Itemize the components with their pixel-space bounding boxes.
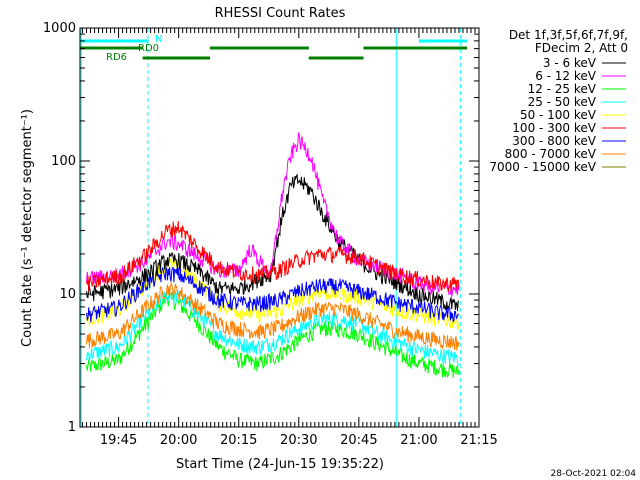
x-tick-label-2000: 20:00 — [160, 433, 197, 448]
footer-date: 28-Oct-2021 02:04 — [551, 469, 637, 479]
y-tick-label-10: 10 — [59, 287, 76, 302]
x-tick-label-2030: 20:30 — [280, 433, 317, 448]
vertical-lines — [80, 28, 461, 427]
y-tick-label-100: 100 — [51, 154, 76, 169]
x-axis: 19:45 20:00 20:15 20:30 20:45 21:00 21:15 — [82, 28, 498, 448]
state-bar-label-3: RD6 — [106, 52, 127, 63]
series-line-0 — [86, 173, 460, 312]
legend-label-1: 6 - 12 keV — [535, 69, 597, 83]
x-axis-label: Start Time (24-Jun-15 19:35:22) — [176, 457, 384, 472]
legend-label-4: 50 - 100 keV — [520, 108, 597, 122]
legend: Det 1f,3f,5f,6f,7f,9f,FDecim 2, Att 03 -… — [489, 28, 628, 174]
legend-label-0: 3 - 6 keV — [543, 56, 597, 70]
y-tick-label-1: 1 — [68, 420, 76, 435]
legend-label-7: 800 - 7000 keV — [505, 147, 597, 161]
x-tick-label-2045: 20:45 — [340, 433, 377, 448]
y-axis-label: Count Rate (s⁻¹ detector segment⁻¹) — [20, 109, 35, 347]
y-axis: 1 10 100 1000 — [43, 21, 479, 435]
series-line-6 — [86, 266, 460, 323]
legend-label-6: 300 - 800 keV — [512, 134, 596, 148]
series-line-5 — [86, 220, 460, 293]
legend-label-2: 12 - 25 keV — [528, 82, 597, 96]
state-bar-label-2: RD0 — [138, 43, 159, 54]
x-tick-label-2015: 20:15 — [220, 433, 257, 448]
legend-label-5: 100 - 300 keV — [512, 121, 596, 135]
series-line-2 — [86, 292, 460, 379]
y-tick-label-1000: 1000 — [43, 21, 76, 36]
state-bar-label-1: N — [155, 34, 162, 45]
plot-frame — [79, 27, 480, 428]
x-tick-label-2100: 21:00 — [400, 433, 437, 448]
series-line-4 — [86, 257, 460, 330]
legend-label-8: 7000 - 15000 keV — [489, 160, 596, 174]
x-tick-label-2115: 21:15 — [460, 433, 497, 448]
x-tick-label-1945: 19:45 — [100, 433, 137, 448]
legend-header-0: Det 1f,3f,5f,6f,7f,9f, — [509, 28, 628, 42]
series-line-3 — [86, 289, 460, 366]
series-lines — [86, 132, 460, 379]
series-line-7 — [86, 281, 460, 351]
legend-label-3: 25 - 50 keV — [528, 95, 597, 109]
legend-header-1: FDecim 2, Att 0 — [535, 41, 628, 55]
chart-title: RHESSI Count Rates — [215, 6, 346, 21]
